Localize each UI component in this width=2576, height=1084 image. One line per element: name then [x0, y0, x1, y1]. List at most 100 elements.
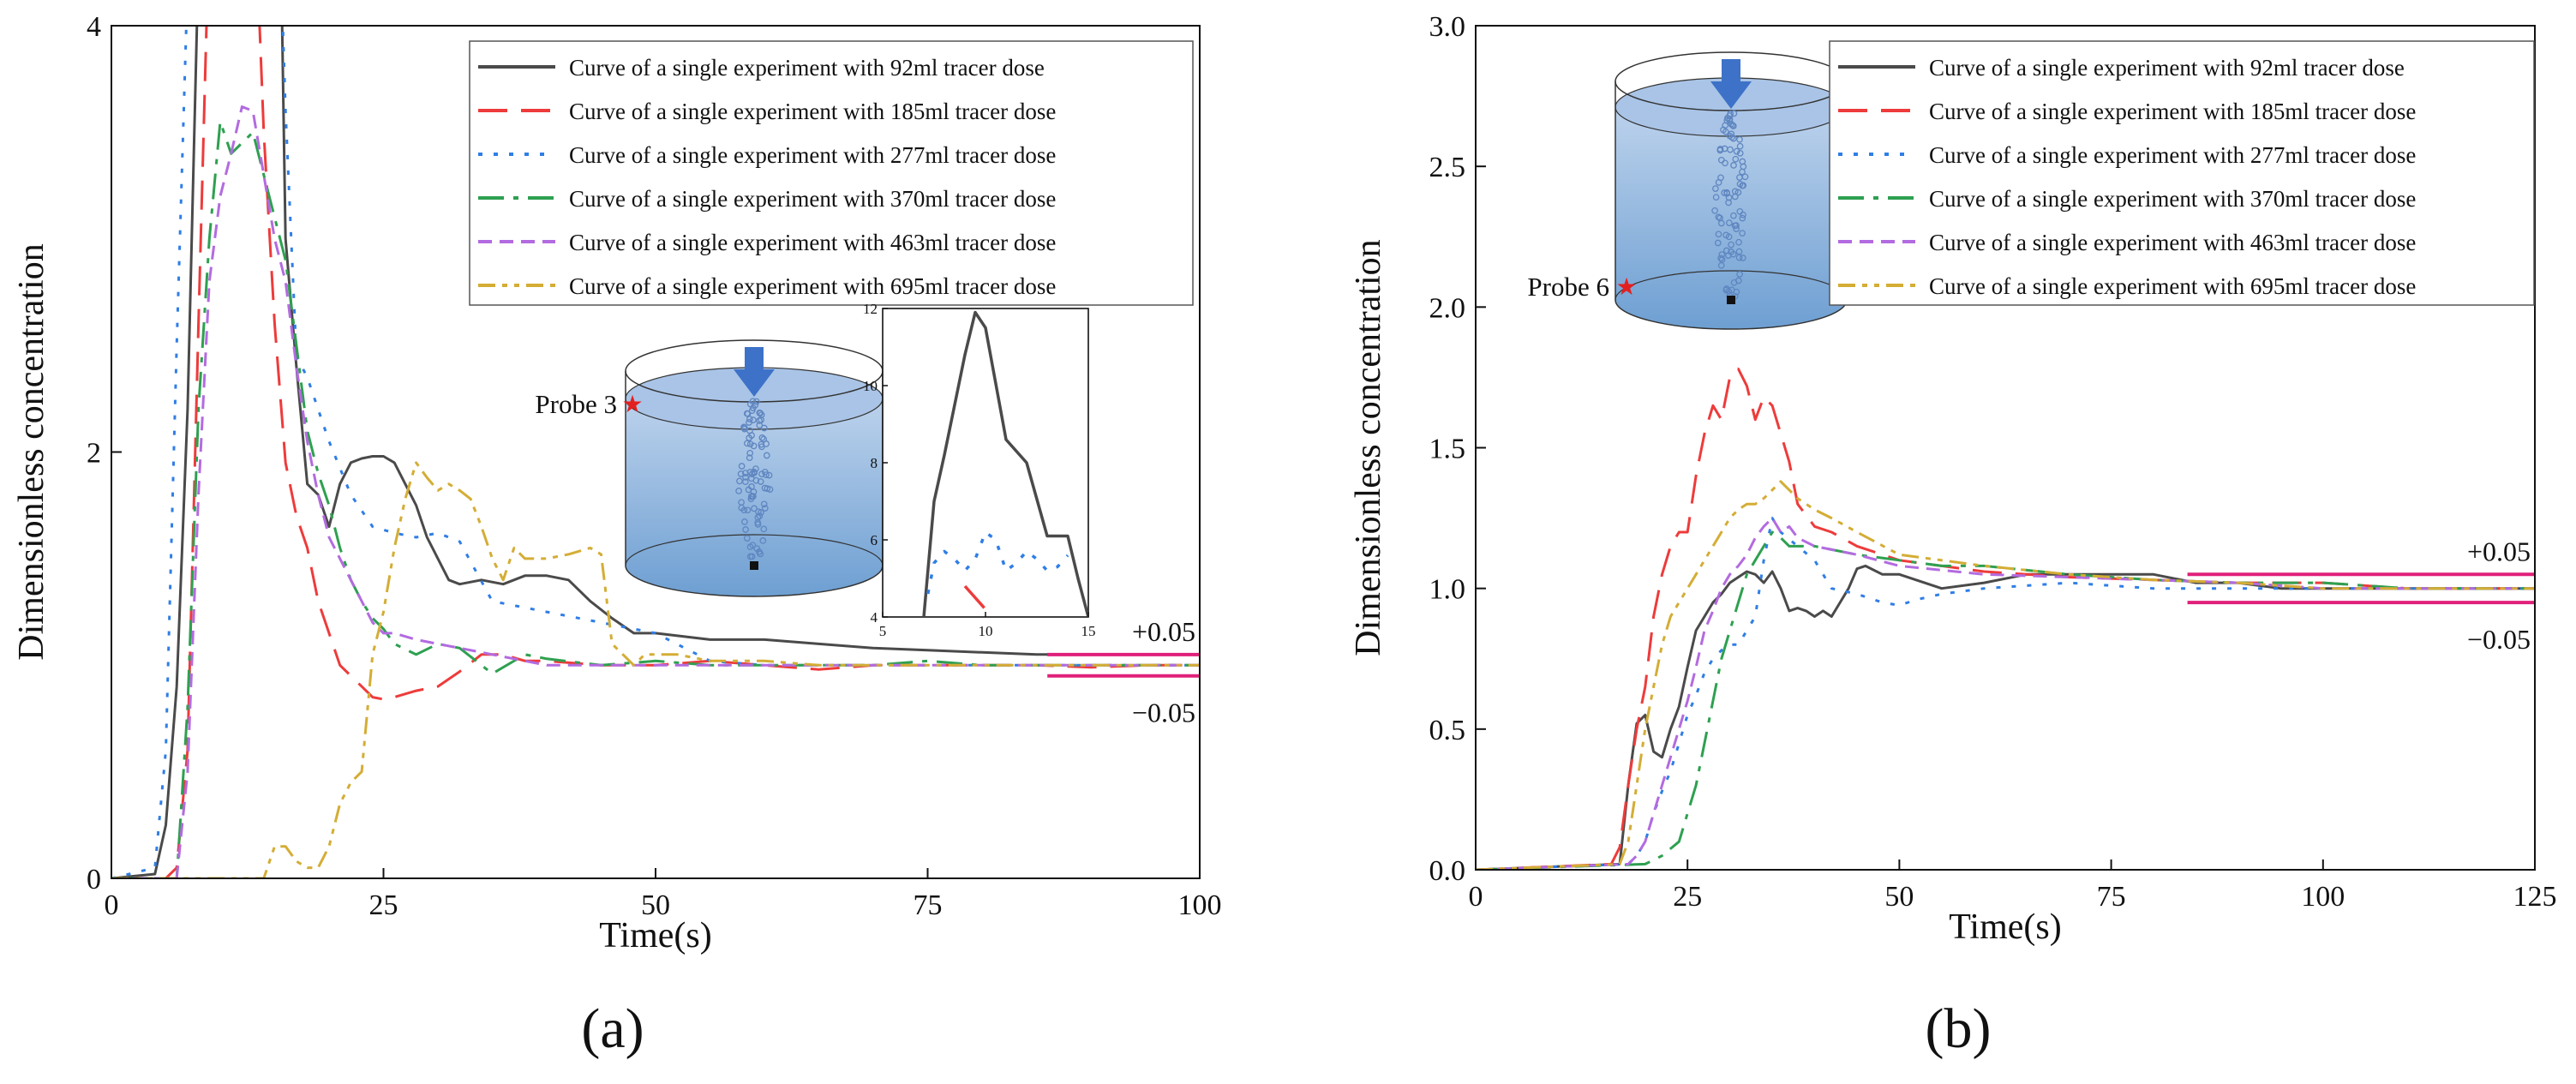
bubble [760, 424, 768, 432]
y-tick-label: 2.5 [1429, 152, 1466, 183]
bubble [1716, 146, 1724, 153]
inset-chart: 5 10 15 4 6 8 10 12 [863, 301, 1096, 639]
bubble [737, 470, 745, 477]
bubble [1736, 271, 1743, 278]
bubble [744, 410, 752, 417]
panel-a: +0.05 −0.05 0 25 50 75 100 0 2 4 Time(s) Dimensionl… [12, 11, 1222, 1060]
bubble [1726, 112, 1734, 119]
y-tick-label: 0 [87, 864, 101, 895]
cylinder-bottom-back [625, 534, 884, 566]
water-body [1615, 107, 1847, 329]
legend-label-3: Curve of a single experiment with 277ml … [1929, 142, 2416, 168]
bubble [752, 401, 759, 409]
bubble [756, 512, 764, 519]
x-tick-label: 100 [2301, 881, 2345, 913]
y-axis-label: Dimensionless concentration [12, 243, 51, 660]
bubble [1729, 123, 1737, 129]
x-tick-label: 100 [1178, 889, 1222, 921]
bubble [1723, 189, 1730, 196]
x-tick-label: 125 [2513, 881, 2557, 913]
bubble [754, 514, 762, 521]
legend-label-5: Curve of a single experiment with 463ml … [1929, 230, 2416, 255]
x-tick-label: 25 [369, 889, 398, 921]
bubble [738, 463, 746, 470]
panel-label: (a) [581, 997, 644, 1060]
x-axis-label: Time(s) [599, 916, 711, 955]
bubble [746, 427, 753, 434]
x-axis-label: Time(s) [1949, 907, 2061, 947]
series-line-4 [1476, 530, 2535, 870]
bubble [747, 475, 755, 482]
bubble [744, 440, 751, 447]
legend-label-6: Curve of a single experiment with 695ml … [1929, 273, 2416, 299]
series-line-1 [111, 26, 1200, 878]
bubble [1736, 180, 1744, 188]
bubble [1712, 194, 1720, 201]
inset-line-3 [926, 530, 1069, 595]
x-tick-label: 75 [2097, 881, 2126, 913]
y-tick-label: 0.0 [1429, 855, 1466, 887]
inset-x-tick-label: 10 [979, 623, 993, 639]
probe-star-icon: ★ [1615, 274, 1637, 301]
bubble [1733, 225, 1740, 232]
x-tick-label: 50 [641, 889, 670, 921]
y-tick-label: 1.0 [1429, 574, 1466, 606]
tolerance-lower-label: −0.05 [1132, 698, 1195, 728]
reactor-schematic: ★Probe 3 [535, 339, 884, 597]
legend: Curve of a single experiment with 92ml t… [469, 40, 1194, 306]
bubble [751, 505, 758, 512]
probe-label: Probe 6 [1527, 272, 1609, 302]
bubble [1728, 286, 1735, 294]
bubble [736, 477, 743, 485]
series-line-6 [1476, 480, 2535, 870]
bubble [748, 553, 756, 560]
bubble [1730, 162, 1737, 169]
inset-y-tick-label: 4 [871, 609, 878, 626]
bubble [1739, 214, 1746, 222]
bubble [763, 440, 770, 447]
inset-y-tick-label: 6 [871, 532, 878, 548]
bubble [1740, 182, 1747, 189]
bubble [1739, 168, 1746, 176]
bubble [740, 423, 747, 431]
panel-b: +0.05 −0.05 0 25 50 75 100 125 0.0 0.5 1.0 1.5 2.0 2.… [1349, 11, 2557, 1060]
x-tick-label: 25 [1673, 881, 1702, 913]
bubble [742, 470, 749, 476]
bubble [759, 537, 767, 544]
bubble [1726, 116, 1734, 123]
bubble [1739, 255, 1746, 261]
bubble [1711, 207, 1718, 214]
x-tick-label: 0 [105, 889, 119, 921]
y-tick-label: 2 [87, 438, 101, 470]
legend-label-5: Curve of a single experiment with 463ml … [569, 230, 1056, 255]
bubble [741, 518, 748, 525]
bubble [758, 470, 765, 478]
probe-label: Probe 3 [535, 389, 617, 419]
bubble [748, 483, 755, 490]
bubble [1717, 174, 1724, 182]
bubble [1717, 255, 1724, 262]
bubble [1736, 135, 1743, 143]
series-line-2 [111, 26, 1200, 878]
series-line-2 [1476, 368, 2535, 870]
arrow-down-icon [1710, 59, 1752, 109]
bubble [742, 474, 749, 481]
bubble [746, 400, 754, 408]
reactor-schematic: ★Probe 6 [1527, 51, 1848, 330]
nozzle-marker [750, 561, 758, 570]
bubble [1728, 134, 1735, 141]
bubble [742, 526, 749, 533]
bubble [763, 471, 770, 478]
bubble [1735, 238, 1742, 246]
bubble [1726, 219, 1733, 226]
bubble [760, 525, 768, 533]
bubble [1715, 213, 1722, 221]
series-line-5 [111, 105, 1200, 878]
bubble [1733, 147, 1740, 155]
bubble [746, 416, 753, 422]
inset-y-tick-label: 10 [863, 378, 878, 394]
bubble [1730, 135, 1737, 142]
bubble [1730, 212, 1737, 219]
bubble [1716, 214, 1723, 222]
bubble [748, 407, 756, 415]
